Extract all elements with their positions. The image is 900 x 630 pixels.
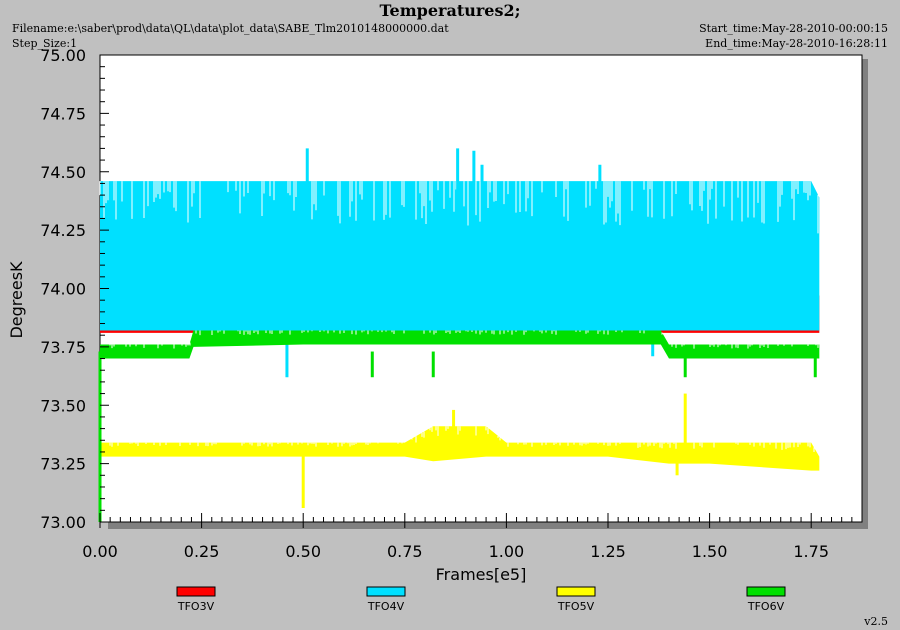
series-layer [98,148,820,522]
filename-label: Filename:e:\saber\prod\data\QL\data\plot… [12,22,449,35]
legend-label: TFO4V [367,600,405,613]
legend-swatch [366,586,406,597]
y-axis-ticks: 73.00 73.25 73.50 73.75 74.00 74.25 74.50 74.75… [40,46,109,532]
version-label: v2.5 [864,615,888,628]
legend-item-tfo5v: TFO5V [556,586,596,613]
legend-label: TFO5V [557,600,595,613]
series-tfo4v [99,148,820,378]
legend-item-tfo4v: TFO4V [366,586,406,613]
legend-swatch [746,586,786,597]
y-tick-label: 73.50 [40,396,86,415]
legend-label: TFO6V [747,600,785,613]
y-tick-label: 73.25 [40,455,86,474]
y-tick-label: 74.25 [40,221,86,240]
legend-swatch [556,586,596,597]
series-tfo6v [98,330,820,522]
y-tick-label: 75.00 [40,46,86,65]
chart-title: Temperatures2; [379,1,521,20]
legend-swatch [176,586,216,597]
legend-label: TFO3V [177,600,215,613]
y-tick-label: 74.00 [40,280,86,299]
x-axis-title: Frames[e5] [436,565,527,584]
y-tick-label: 73.75 [40,338,86,357]
legend-item-tfo3v: TFO3V [176,586,216,613]
start-time-label: Start_time:May-28-2010-00:00:15 [699,22,888,35]
y-tick-label: 74.75 [40,104,86,123]
x-tick-label: 0.50 [285,542,321,561]
x-axis-ticks: 0.00 0.25 0.50 0.75 1.00 1.25 1.50 1.75 [82,513,863,561]
y-tick-label: 73.00 [40,513,86,532]
x-tick-label: 0.00 [82,542,118,561]
end-time-label: End_time:May-28-2010-16:28:11 [705,37,888,50]
y-axis-title: DegreesK [7,261,26,339]
series-band-tfo6v [100,330,820,359]
legend: TFO3V TFO4V TFO5V TFO6V [176,586,786,613]
x-tick-label: 1.50 [692,542,728,561]
x-tick-label: 0.25 [184,542,220,561]
x-tick-label: 1.00 [489,542,525,561]
series-tfo5v [100,393,820,508]
series-band-tfo5v [100,426,820,471]
x-tick-label: 1.25 [590,542,626,561]
step-size-label: Step_Size:1 [12,37,78,50]
x-tick-label: 0.75 [387,542,423,561]
series-band-tfo4v [100,181,820,331]
x-tick-label: 1.75 [793,542,829,561]
y-tick-label: 74.50 [40,163,86,182]
legend-item-tfo6v: TFO6V [746,586,786,613]
